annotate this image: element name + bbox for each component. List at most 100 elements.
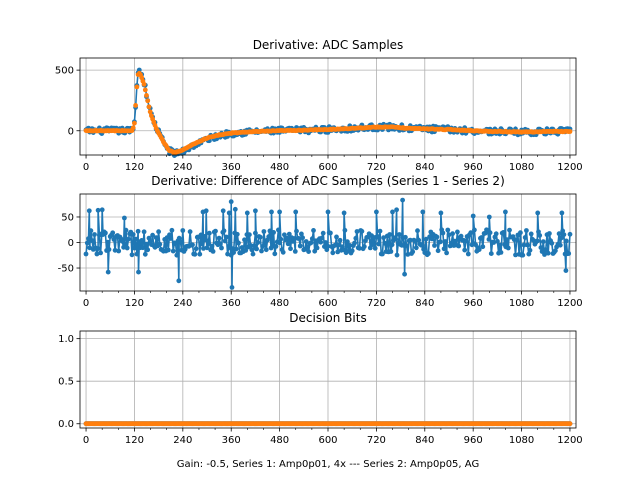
data-point (132, 120, 137, 126)
data-point (135, 228, 141, 234)
data-point (216, 235, 222, 241)
data-point (199, 241, 205, 247)
data-point (305, 244, 310, 250)
series-series-2 (83, 421, 573, 427)
data-point (520, 252, 526, 258)
data-point (125, 236, 131, 242)
data-point (205, 241, 211, 247)
data-point (505, 245, 511, 251)
data-point (225, 251, 231, 257)
data-point (213, 228, 218, 234)
data-point (308, 240, 314, 246)
data-point (110, 230, 116, 236)
series-series-1-series-2 (83, 197, 573, 290)
series-series-2 (83, 70, 573, 156)
x-tick-label: 720 (367, 298, 386, 309)
plot-area (83, 421, 573, 427)
data-point (487, 230, 493, 236)
x-tick-label: 120 (125, 435, 144, 446)
data-point (165, 247, 171, 253)
data-point (458, 233, 464, 239)
data-point (130, 125, 136, 131)
data-point (306, 249, 311, 255)
data-point (253, 208, 258, 214)
data-point (193, 246, 199, 252)
data-point (534, 238, 540, 244)
x-tick-label: 1080 (509, 298, 534, 309)
x-tick-label: 360 (222, 298, 241, 309)
x-tick-label: 120 (125, 298, 144, 309)
data-point (134, 84, 140, 90)
grid (80, 58, 576, 155)
data-point (140, 245, 146, 251)
data-point (167, 232, 172, 238)
x-tick-label: 600 (318, 298, 337, 309)
data-point (291, 236, 297, 241)
data-point (230, 246, 235, 252)
y-tick-label: 0.5 (58, 377, 74, 388)
x-tick-label: 0 (83, 298, 89, 309)
x-axis: 0 120 240 360 480 600 720 840 960 1080 1200 (83, 291, 583, 309)
data-point (232, 206, 238, 212)
data-point (153, 235, 159, 241)
data-point (116, 248, 122, 254)
data-point (190, 242, 195, 248)
plot-area (83, 67, 573, 159)
x-tick-label: 960 (464, 162, 483, 173)
y-tick-label: 1.0 (58, 334, 74, 345)
data-point (297, 243, 303, 249)
data-point (374, 209, 379, 215)
data-point (468, 230, 474, 236)
data-point (525, 242, 530, 248)
data-point (273, 244, 279, 249)
data-point (382, 240, 388, 246)
data-point (250, 251, 256, 257)
data-point (498, 250, 504, 255)
data-point (95, 246, 101, 252)
chart-decision-bits: 0 120 240 360 480 600 720 840 960 1080 1200 0.0 0.5 1… (58, 311, 583, 470)
data-point (370, 242, 376, 248)
data-point (402, 271, 407, 277)
data-point (361, 244, 367, 250)
data-point (547, 231, 552, 236)
x-tick-label: 480 (270, 435, 289, 446)
data-point (150, 232, 156, 238)
data-point (122, 215, 127, 221)
data-point (282, 232, 287, 238)
data-point (435, 248, 441, 254)
data-point (527, 247, 533, 253)
data-point (243, 248, 249, 253)
plot-area (83, 197, 573, 290)
x-tick-label: 240 (173, 298, 192, 309)
data-point (187, 229, 193, 235)
y-tick-label: 50 (61, 212, 74, 223)
data-point (144, 93, 149, 98)
data-point (465, 251, 471, 257)
data-point (543, 247, 549, 253)
data-point (197, 251, 203, 257)
data-point (141, 81, 147, 87)
data-point (380, 251, 385, 257)
data-point (452, 238, 458, 244)
chart-title: Derivative: Difference of ADC Samples (S… (151, 174, 505, 188)
data-point (476, 247, 482, 253)
y-tick-label: 0.0 (58, 419, 74, 430)
data-point (222, 238, 228, 244)
data-point (98, 250, 103, 256)
data-point (442, 239, 448, 244)
data-point (112, 247, 118, 253)
data-point (404, 243, 409, 248)
data-point (323, 240, 328, 245)
data-point (133, 236, 139, 242)
data-point (352, 240, 357, 246)
data-point (416, 237, 422, 243)
data-point (561, 232, 567, 238)
data-point (234, 231, 240, 237)
x-tick-label: 1080 (509, 435, 534, 446)
data-point (518, 230, 523, 236)
data-point (504, 237, 510, 243)
data-point (375, 234, 380, 239)
data-point (535, 210, 541, 216)
x-tick-label: 720 (367, 162, 386, 173)
data-point (170, 248, 176, 254)
